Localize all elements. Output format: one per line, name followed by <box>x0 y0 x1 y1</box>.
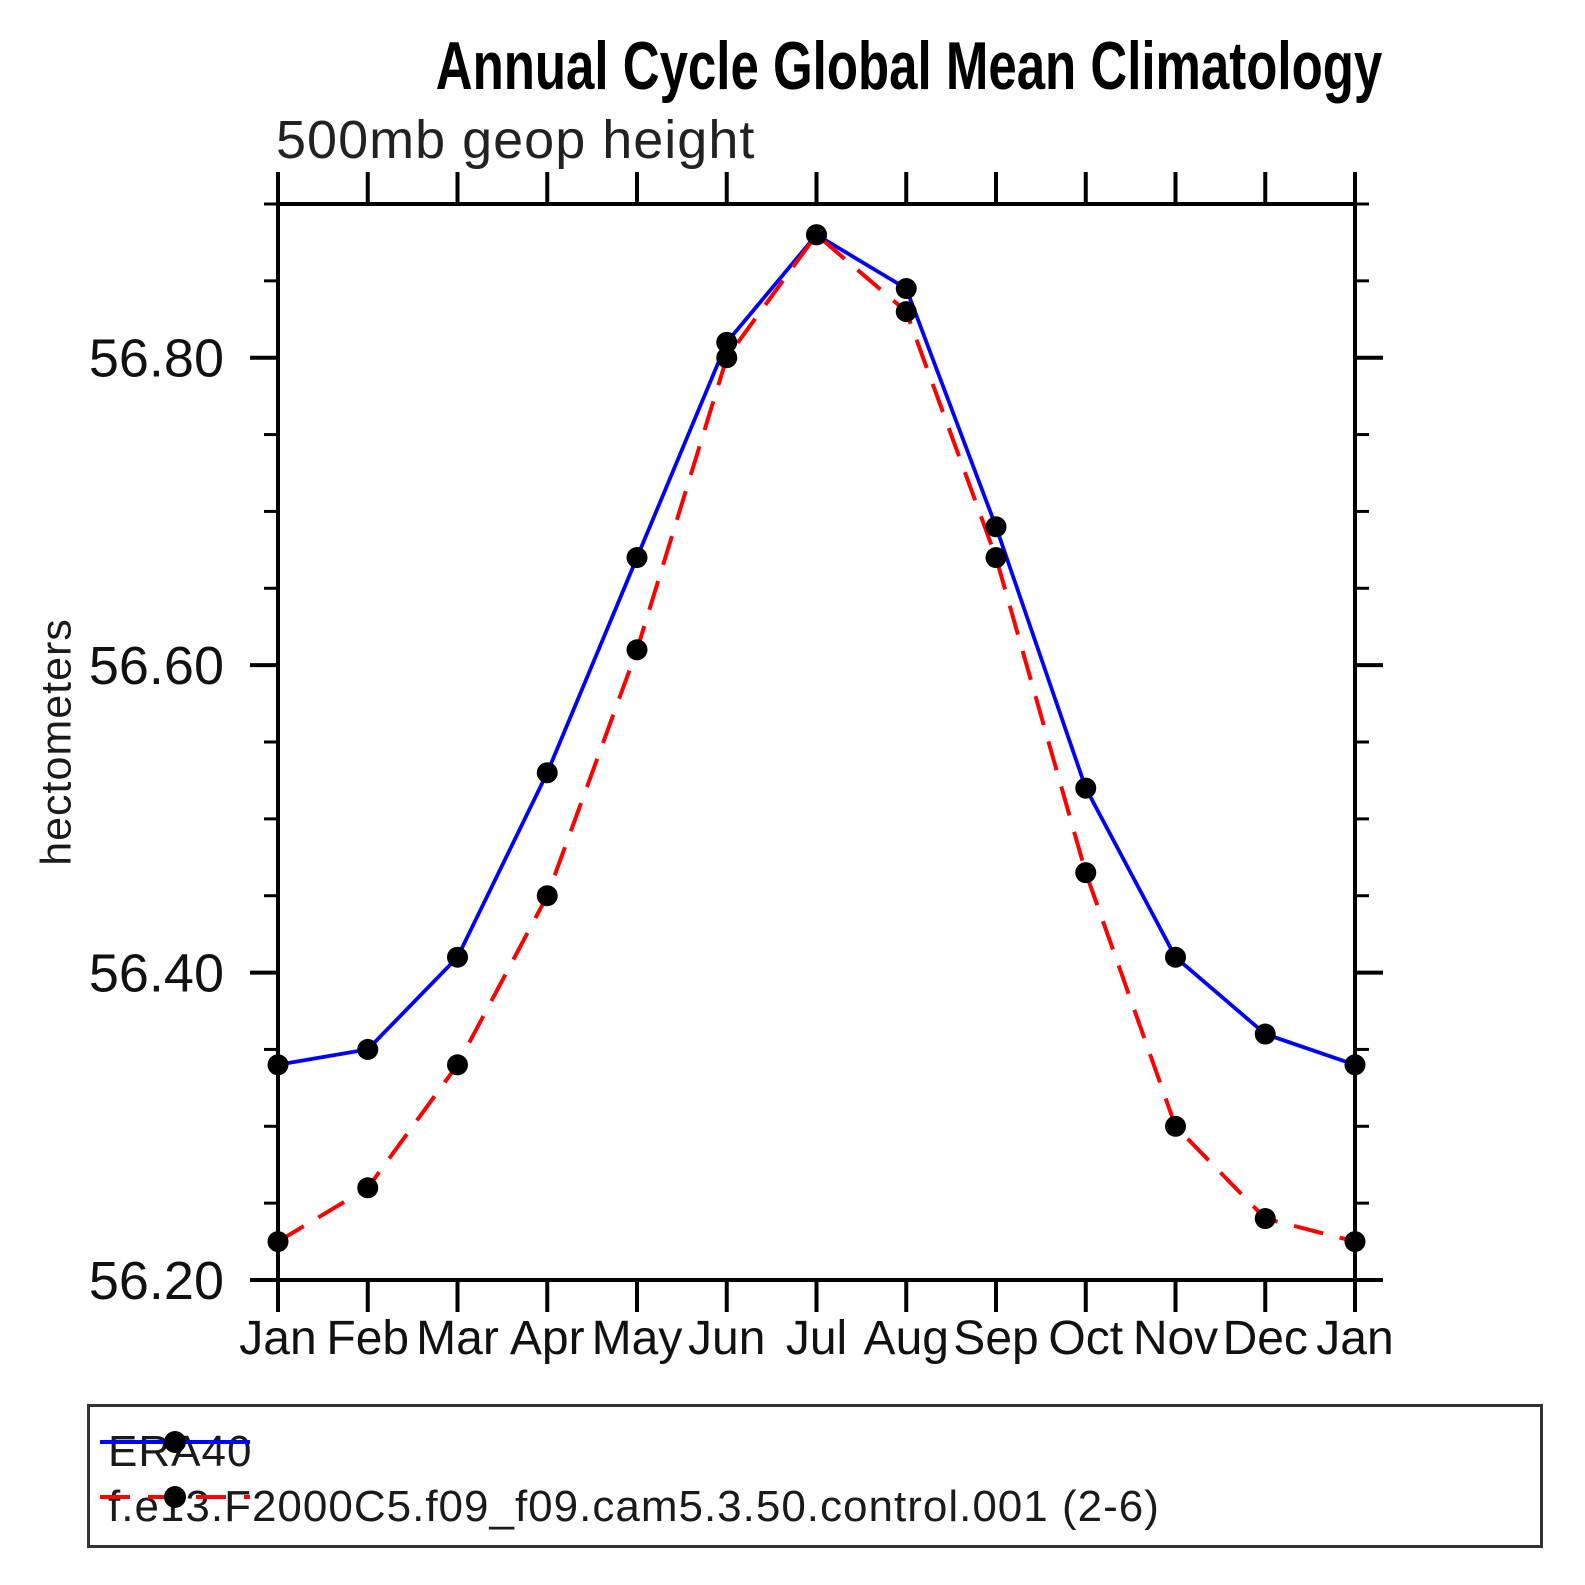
chart-title-text: Annual Cycle Global Mean Climatology <box>435 28 1383 104</box>
y-tick-label: 56.20 <box>89 1251 224 1311</box>
model-data-marker <box>985 547 1007 569</box>
legend-label: f.e13.F2000C5.f09_f09.cam5.3.50.control.… <box>108 1482 1160 1531</box>
legend-box: ERA40 f.e13.F2000C5.f09_f09.cam5.3.50.con… <box>87 1404 1543 1548</box>
era40-data-marker <box>895 278 917 300</box>
y-tick-label: 56.60 <box>89 636 224 696</box>
x-tick-label: Aug <box>864 1312 949 1365</box>
legend-marker-dot <box>164 1431 186 1453</box>
era40-data-marker <box>626 547 648 569</box>
era40-data-marker <box>447 946 468 968</box>
legend-sample-solid-line <box>100 1431 250 1453</box>
model-data-marker <box>806 224 827 246</box>
y-axis-title: hectometers <box>32 618 81 866</box>
chart-title: Annual Cycle Global Mean Climatology <box>278 30 1382 102</box>
model-data-marker <box>357 1177 379 1199</box>
x-tick-label: Mar <box>416 1312 499 1365</box>
chart-subtitle: 500mb geop height <box>276 110 756 170</box>
era40-data-marker <box>716 331 738 353</box>
era40-data-marker <box>357 1038 379 1060</box>
model-data-marker <box>1254 1208 1276 1230</box>
legend-item-era40: ERA40 <box>100 1427 252 1477</box>
era40-data-marker <box>985 516 1007 538</box>
x-tick-label: Jul <box>786 1312 847 1365</box>
model-data-marker <box>626 639 648 661</box>
era40-data-marker <box>536 762 558 784</box>
x-tick-label: Jan <box>239 1312 316 1365</box>
era40-data-marker <box>267 1054 289 1076</box>
x-tick-label: Dec <box>1223 1312 1308 1365</box>
legend-marker-dot <box>164 1486 186 1508</box>
model-data-marker <box>1075 862 1097 884</box>
y-tick-label: 56.40 <box>89 944 224 1004</box>
y-tick-label: 56.80 <box>89 329 224 389</box>
model-data-marker <box>447 1054 468 1076</box>
legend-item-model: f.e13.F2000C5.f09_f09.cam5.3.50.control.… <box>100 1482 1160 1532</box>
model-data-marker <box>716 347 738 369</box>
model-data-marker <box>1165 1115 1186 1137</box>
x-tick-label: Nov <box>1133 1312 1218 1365</box>
era40-data-marker <box>1344 1054 1366 1076</box>
x-tick-label: Jan <box>1316 1312 1393 1365</box>
era40-data-marker <box>1254 1023 1276 1045</box>
x-tick-label: Sep <box>953 1312 1038 1365</box>
x-tick-label: Jun <box>688 1312 765 1365</box>
x-tick-label: May <box>592 1312 683 1365</box>
era40-data-marker <box>1165 946 1186 968</box>
x-tick-label: Feb <box>326 1312 409 1365</box>
era40-data-marker <box>1075 777 1097 799</box>
era40-series-line <box>277 232 1356 1067</box>
model-data-marker <box>1344 1231 1366 1253</box>
x-tick-label: Apr <box>510 1312 585 1365</box>
model-data-marker <box>536 885 558 907</box>
model-series-line <box>276 232 1356 1244</box>
model-data-marker <box>267 1231 289 1253</box>
model-data-marker <box>895 301 917 323</box>
legend-sample-dashed-line <box>100 1486 250 1508</box>
x-tick-label: Oct <box>1048 1312 1123 1365</box>
